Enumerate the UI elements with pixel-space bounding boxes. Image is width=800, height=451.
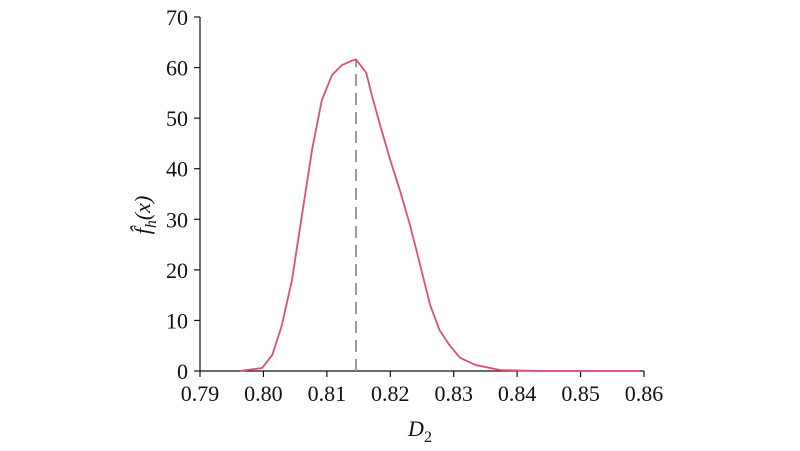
y-label-base: f̂ (130, 224, 155, 234)
y-label-rest: (x) (130, 196, 155, 220)
y-tick-label: 30 (166, 207, 188, 232)
x-tick-label: 0.80 (244, 381, 283, 406)
x-label-base: D (407, 416, 424, 441)
y-tick-label: 70 (166, 5, 188, 30)
x-axis-label: D2 (407, 416, 432, 446)
x-tick-label: 0.82 (371, 381, 410, 406)
x-tick-label: 0.79 (181, 381, 220, 406)
y-axis-label: f̂h(x) (130, 196, 160, 235)
y-label-sub: h (143, 220, 160, 228)
x-tick-label: 0.86 (625, 381, 664, 406)
y-tick-label: 0 (177, 359, 188, 384)
y-tick-label: 40 (166, 157, 188, 182)
y-tick-label: 20 (166, 258, 188, 283)
x-tick-label: 0.83 (434, 381, 473, 406)
y-tick-label: 50 (166, 106, 188, 131)
y-tick-label: 60 (166, 56, 188, 81)
x-tick-label: 0.84 (498, 381, 537, 406)
x-label-sub: 2 (424, 429, 432, 446)
kde-curve (239, 58, 641, 372)
y-tick-label: 10 (166, 308, 188, 333)
x-tick-label: 0.81 (308, 381, 347, 406)
x-tick-label: 0.85 (561, 381, 600, 406)
